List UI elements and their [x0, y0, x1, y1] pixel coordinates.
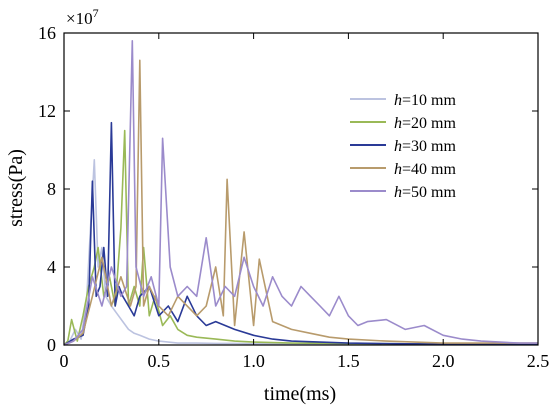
x-axis: 0 0.5 1.0 1.5 2.0 2.5 — [60, 33, 550, 371]
legend-label-1: h=10 mm — [394, 92, 456, 109]
y-tick-label: 0 — [47, 335, 56, 355]
series-line-5 — [63, 39, 538, 346]
legend-label-3: h=30 mm — [394, 138, 456, 155]
y-axis-exponent: ×107 — [66, 6, 99, 28]
x-tick-label: 0.5 — [148, 351, 171, 371]
y-tick-label: 8 — [47, 179, 56, 199]
x-axis-label: time(ms) — [264, 383, 336, 405]
x-tick-label: 2.5 — [527, 351, 550, 371]
y-tick-label: 12 — [38, 101, 56, 121]
y-tick-label: 16 — [38, 23, 56, 43]
x-tick-label: 1.5 — [337, 351, 360, 371]
series-line-3 — [63, 121, 538, 346]
y-axis: 0 4 8 12 16 — [38, 23, 538, 355]
legend: h=10 mm h=20 mm h=30 mm h=40 mm h=50 mm — [350, 92, 456, 201]
x-tick-label: 2.0 — [432, 351, 455, 371]
x-tick-label: 0 — [60, 351, 69, 371]
y-tick-label: 4 — [47, 257, 56, 277]
plot-area — [63, 39, 538, 346]
x-tick-label: 1.0 — [242, 351, 265, 371]
y-axis-label: stress(Pa) — [5, 149, 27, 227]
legend-label-2: h=20 mm — [394, 115, 456, 132]
legend-label-4: h=40 mm — [394, 161, 456, 178]
series-line-1 — [63, 159, 538, 346]
legend-label-5: h=50 mm — [394, 184, 456, 201]
series-line-4 — [63, 59, 538, 346]
